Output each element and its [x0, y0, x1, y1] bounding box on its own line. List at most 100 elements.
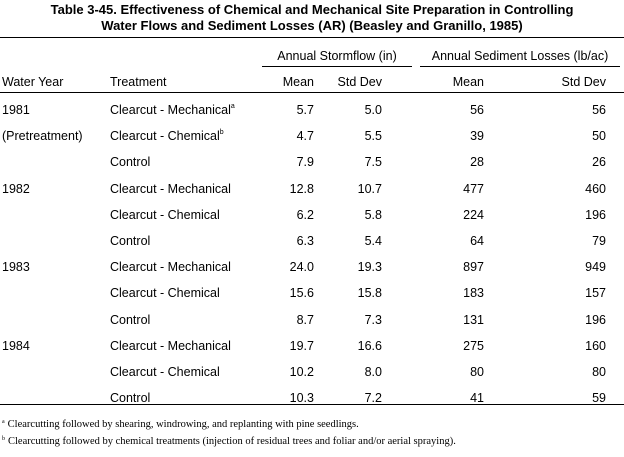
cell-treatment: Control — [110, 313, 260, 327]
cell-flow-sd-text: 15.8 — [357, 286, 382, 300]
cell-flow-mean-text: 19.7 — [289, 339, 314, 353]
cell-flow-mean-text: 10.3 — [289, 391, 314, 405]
title-line-2: Water Flows and Sediment Losses (AR) (Be… — [101, 18, 523, 33]
cell-sed-mean-text: 224 — [463, 208, 484, 222]
cell-treatment: Clearcut - Chemicalb — [110, 129, 260, 143]
cell-treatment-text: Control — [110, 155, 151, 169]
cell-sed-sd-text: 196 — [585, 208, 606, 222]
cell-treatment-text: Control — [110, 313, 151, 327]
cell-flow-sd-text: 7.5 — [364, 155, 382, 169]
col-header-flow-sd: Std Dev — [337, 75, 382, 89]
cell-sed-mean: 477 — [440, 182, 484, 196]
cell-treatment-text: Clearcut - Chemical — [110, 365, 220, 379]
cell-sed-mean: 64 — [440, 234, 484, 248]
cell-flow-mean-text: 12.8 — [289, 182, 314, 196]
cell-sed-mean-text: 28 — [470, 155, 484, 169]
cell-sed-sd-text: 26 — [592, 155, 606, 169]
cell-flow-sd-text: 19.3 — [357, 260, 382, 274]
cell-flow-sd: 19.3 — [330, 260, 382, 274]
cell-sed-mean-text: 131 — [463, 313, 484, 327]
cell-flow-mean-text: 24.0 — [289, 260, 314, 274]
cell-flow-mean: 6.2 — [262, 208, 314, 222]
cell-water-year-text: 1982 — [2, 182, 30, 196]
cell-sed-mean-text: 56 — [470, 103, 484, 117]
bottom-rule — [0, 404, 624, 405]
cell-flow-sd: 5.4 — [330, 234, 382, 248]
footnote-text: Clearcutting followed by shearing, windr… — [7, 419, 359, 430]
col-header-sed-sd: Std Dev — [561, 75, 606, 89]
cell-sed-sd-text: 80 — [592, 365, 606, 379]
cell-flow-mean-text: 7.9 — [296, 155, 314, 169]
cell-flow-sd: 7.3 — [330, 313, 382, 327]
cell-sed-mean: 224 — [440, 208, 484, 222]
cell-sed-sd: 59 — [550, 391, 606, 405]
cell-flow-mean-text: 10.2 — [289, 365, 314, 379]
cell-flow-sd-text: 16.6 — [357, 339, 382, 353]
cell-sed-sd-text: 59 — [592, 391, 606, 405]
cell-sed-mean-text: 897 — [463, 260, 484, 274]
cell-water-year: (Pretreatment) — [2, 129, 102, 143]
cell-treatment-text: Clearcut - Mechanical — [110, 103, 231, 117]
cell-flow-mean: 6.3 — [262, 234, 314, 248]
cell-water-year: 1981 — [2, 103, 102, 117]
cell-flow-mean-text: 4.7 — [296, 129, 314, 143]
cell-flow-mean-text: 15.6 — [289, 286, 314, 300]
cell-flow-sd: 5.5 — [330, 129, 382, 143]
group-header-sediment: Annual Sediment Losses (lb/ac) — [431, 49, 609, 63]
cell-flow-sd-text: 5.8 — [364, 208, 382, 222]
table-title: Table 3-45. Effectiveness of Chemical an… — [0, 2, 624, 34]
cell-flow-mean-text: 6.2 — [296, 208, 314, 222]
cell-treatment-text: Control — [110, 391, 151, 405]
cell-flow-mean: 19.7 — [262, 339, 314, 353]
cell-sed-mean: 28 — [440, 155, 484, 169]
cell-flow-sd-text: 7.3 — [364, 313, 382, 327]
footnote-mark: b — [2, 436, 5, 442]
cell-flow-mean-text: 6.3 — [296, 234, 314, 248]
cell-flow-sd-text: 7.2 — [364, 391, 382, 405]
cell-sed-sd: 196 — [550, 208, 606, 222]
cell-sed-sd-text: 196 — [585, 313, 606, 327]
cell-treatment: Control — [110, 234, 260, 248]
cell-flow-mean: 24.0 — [262, 260, 314, 274]
cell-treatment: Clearcut - Chemical — [110, 365, 260, 379]
cell-sed-sd: 50 — [550, 129, 606, 143]
cell-sed-mean-text: 183 — [463, 286, 484, 300]
cell-flow-mean: 8.7 — [262, 313, 314, 327]
cell-treatment-text: Clearcut - Mechanical — [110, 182, 231, 196]
cell-sed-sd-text: 157 — [585, 286, 606, 300]
cell-flow-sd-text: 5.0 — [364, 103, 382, 117]
cell-flow-sd-text: 8.0 — [364, 365, 382, 379]
cell-water-year-text: 1981 — [2, 103, 30, 117]
cell-flow-sd: 16.6 — [330, 339, 382, 353]
cell-flow-sd: 15.8 — [330, 286, 382, 300]
cell-sed-sd: 26 — [550, 155, 606, 169]
cell-sed-mean: 275 — [440, 339, 484, 353]
cell-sed-mean: 56 — [440, 103, 484, 117]
cell-sed-mean-text: 80 — [470, 365, 484, 379]
cell-water-year-text: 1983 — [2, 260, 30, 274]
cell-sed-sd: 160 — [550, 339, 606, 353]
footnote-a: a Clearcutting followed by shearing, wind… — [2, 419, 359, 431]
cell-treatment-text: Clearcut - Mechanical — [110, 260, 231, 274]
cell-flow-mean: 12.8 — [262, 182, 314, 196]
cell-sed-mean: 80 — [440, 365, 484, 379]
cell-sed-sd: 80 — [550, 365, 606, 379]
cell-water-year: 1982 — [2, 182, 102, 196]
cell-sed-mean-text: 39 — [470, 129, 484, 143]
col-header-flow-mean: Mean — [282, 75, 314, 89]
cell-flow-sd: 10.7 — [330, 182, 382, 196]
footnote-mark: a — [2, 419, 5, 425]
cell-sed-sd: 949 — [550, 260, 606, 274]
cell-sed-mean: 183 — [440, 286, 484, 300]
cell-sed-sd: 157 — [550, 286, 606, 300]
top-rule — [0, 37, 624, 38]
cell-sed-sd-text: 50 — [592, 129, 606, 143]
cell-sed-sd-text: 56 — [592, 103, 606, 117]
cell-sed-mean: 131 — [440, 313, 484, 327]
cell-flow-sd: 7.5 — [330, 155, 382, 169]
cell-flow-sd: 5.0 — [330, 103, 382, 117]
cell-flow-mean: 5.7 — [262, 103, 314, 117]
cell-flow-mean-text: 5.7 — [296, 103, 314, 117]
cell-water-year-text: 1984 — [2, 339, 30, 353]
cell-flow-sd: 5.8 — [330, 208, 382, 222]
